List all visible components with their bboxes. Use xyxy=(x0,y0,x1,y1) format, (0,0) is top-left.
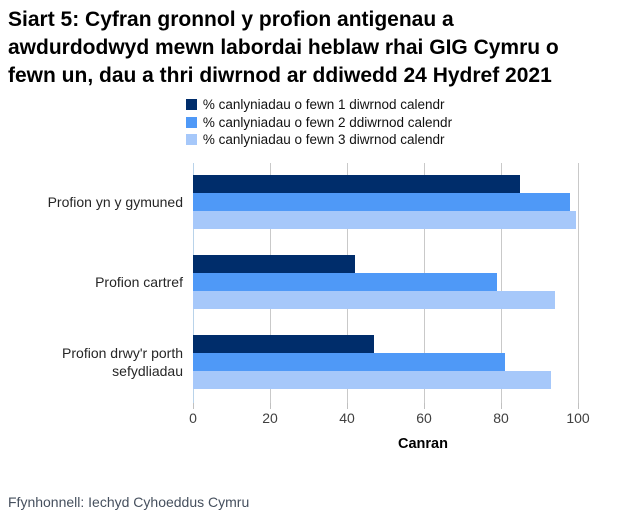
legend-item: % canlyniadau o fewn 3 diwrnod calendr xyxy=(185,131,452,149)
bar xyxy=(193,192,571,211)
page-title: Siart 5: Cyfran gronnol y profion antige… xyxy=(8,8,559,87)
legend-label: % canlyniadau o fewn 1 diwrnod calendr xyxy=(202,97,445,113)
category-label: Profion cartref xyxy=(95,273,183,290)
tick-label: 20 xyxy=(262,409,278,426)
tick-mark xyxy=(193,402,194,409)
tick-mark xyxy=(347,402,348,409)
bar-group xyxy=(193,254,595,309)
tick-mark xyxy=(270,402,271,409)
bar xyxy=(193,272,498,291)
bar xyxy=(193,334,374,353)
bar xyxy=(193,290,555,309)
bar xyxy=(193,352,505,371)
plot-area xyxy=(193,162,595,403)
gridline xyxy=(578,162,579,403)
category-axis: Profion yn y gymuned Profion cartref Profi… xyxy=(0,163,183,403)
tick-label: 60 xyxy=(416,409,432,426)
category-label: Profion drwy'r porth sefydliadau xyxy=(62,344,183,379)
tick-label: 80 xyxy=(493,409,509,426)
legend-label: % canlyniadau o fewn 2 ddiwrnod calendr xyxy=(202,114,453,130)
legend-swatch-icon xyxy=(185,99,197,111)
tick-label: 0 xyxy=(189,409,197,426)
x-axis: 0 20 40 60 80 100 xyxy=(189,402,595,430)
category-label: Profion yn y gymuned xyxy=(47,193,183,210)
source-note: Ffynhonnell: Iechyd Cyhoeddus Cymru xyxy=(8,494,250,510)
legend-swatch-icon xyxy=(185,116,197,128)
tick-mark xyxy=(424,402,425,409)
bar-chart: Profion yn y gymuned Profion cartref Profi… xyxy=(0,162,638,403)
bar xyxy=(193,370,552,389)
legend-item: % canlyniadau o fewn 2 ddiwrnod calendr xyxy=(185,114,453,132)
x-axis-title: Canran xyxy=(398,435,448,452)
chart-legend: % canlyniadau o fewn 1 diwrnod calendr% … xyxy=(185,96,453,149)
legend-item: % canlyniadau o fewn 1 diwrnod calendr xyxy=(185,96,452,114)
bar xyxy=(193,254,355,273)
gridline xyxy=(501,162,502,403)
tick-mark xyxy=(501,402,502,409)
bar-group xyxy=(193,334,595,389)
tick-mark xyxy=(578,402,579,409)
legend-swatch-icon xyxy=(185,134,197,146)
tick-label: 40 xyxy=(339,409,355,426)
legend-label: % canlyniadau o fewn 3 diwrnod calendr xyxy=(202,132,445,148)
bar xyxy=(193,210,577,229)
tick-label: 100 xyxy=(566,409,590,426)
bar-group xyxy=(193,174,595,229)
bar xyxy=(193,174,521,193)
